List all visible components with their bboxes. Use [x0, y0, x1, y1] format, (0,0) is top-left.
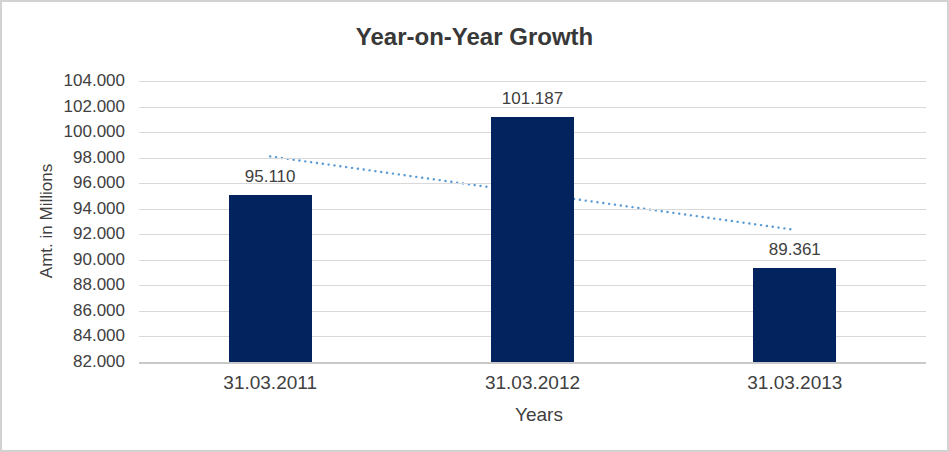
bar-data-label: 89.361: [735, 240, 855, 260]
x-axis-title: Years: [439, 404, 639, 426]
x-tick-label: 31.03.2012: [433, 372, 633, 394]
x-axis-ticks: 95.110 31.03.2011 101.187 31.03.2012 89.361 3…: [2, 2, 949, 452]
x-tick-label: 31.03.2013: [695, 372, 895, 394]
bar-data-label: 95.110: [210, 167, 330, 187]
x-tick-label: 31.03.2011: [170, 372, 370, 394]
bar-data-label: 101.187: [473, 89, 593, 109]
chart-canvas: Year-on-Year Growth Amt. in Millions 104…: [0, 0, 949, 452]
